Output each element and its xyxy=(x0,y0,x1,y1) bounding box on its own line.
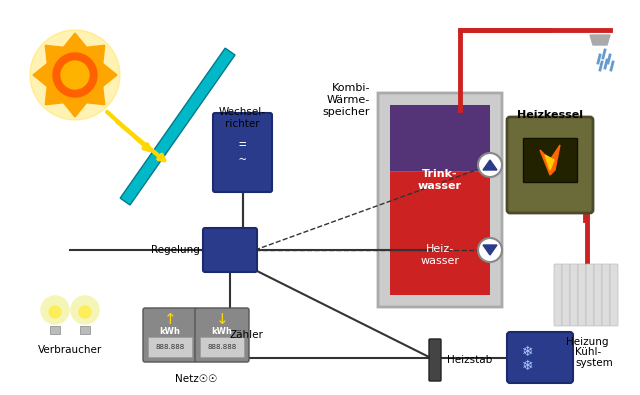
Circle shape xyxy=(41,296,69,324)
Text: Heiz-
wasser: Heiz- wasser xyxy=(420,244,460,266)
FancyBboxPatch shape xyxy=(195,308,249,362)
FancyBboxPatch shape xyxy=(562,264,570,326)
Circle shape xyxy=(45,45,105,105)
Text: Regelung: Regelung xyxy=(151,245,200,255)
Text: ❄: ❄ xyxy=(522,359,534,372)
Text: ↑: ↑ xyxy=(164,312,177,327)
Text: Netz☉☉: Netz☉☉ xyxy=(175,374,217,384)
Text: 888.888: 888.888 xyxy=(207,344,237,350)
Text: Heizstab: Heizstab xyxy=(447,355,492,365)
Text: kWh: kWh xyxy=(212,327,232,337)
Polygon shape xyxy=(483,245,497,255)
Polygon shape xyxy=(483,160,497,170)
Text: Wechsel-
richter: Wechsel- richter xyxy=(219,107,266,129)
Text: Kombi-
Wärme-
speicher: Kombi- Wärme- speicher xyxy=(323,83,370,117)
Circle shape xyxy=(53,53,97,97)
FancyBboxPatch shape xyxy=(50,326,60,334)
FancyBboxPatch shape xyxy=(602,264,610,326)
Polygon shape xyxy=(590,35,610,45)
FancyBboxPatch shape xyxy=(507,117,593,213)
Text: Verbraucher: Verbraucher xyxy=(38,345,102,355)
Circle shape xyxy=(71,296,99,324)
Circle shape xyxy=(49,306,61,318)
FancyBboxPatch shape xyxy=(507,332,573,383)
Circle shape xyxy=(478,238,502,262)
Circle shape xyxy=(478,153,502,177)
Text: =
~: = ~ xyxy=(239,139,246,167)
Text: Zähler: Zähler xyxy=(230,330,264,340)
Text: 888.888: 888.888 xyxy=(156,344,184,350)
FancyBboxPatch shape xyxy=(594,264,602,326)
Text: kWh: kWh xyxy=(159,327,180,337)
FancyBboxPatch shape xyxy=(80,326,90,334)
FancyBboxPatch shape xyxy=(213,113,272,192)
FancyBboxPatch shape xyxy=(390,105,490,171)
Circle shape xyxy=(30,30,120,120)
FancyBboxPatch shape xyxy=(554,264,562,326)
FancyBboxPatch shape xyxy=(429,339,441,381)
FancyBboxPatch shape xyxy=(200,337,244,357)
Polygon shape xyxy=(545,155,554,170)
FancyBboxPatch shape xyxy=(523,138,577,182)
Circle shape xyxy=(79,306,91,318)
FancyBboxPatch shape xyxy=(570,264,578,326)
Circle shape xyxy=(71,296,99,324)
FancyBboxPatch shape xyxy=(120,48,235,205)
Text: Kühl-
system: Kühl- system xyxy=(575,347,612,368)
Polygon shape xyxy=(540,145,560,175)
Circle shape xyxy=(61,61,89,89)
Text: ↓: ↓ xyxy=(216,312,228,327)
FancyBboxPatch shape xyxy=(203,228,257,272)
Text: Heizung: Heizung xyxy=(566,337,609,347)
FancyBboxPatch shape xyxy=(148,337,192,357)
Circle shape xyxy=(41,296,69,324)
Text: ❄: ❄ xyxy=(522,346,534,359)
FancyBboxPatch shape xyxy=(586,264,594,326)
Text: Heizkessel: Heizkessel xyxy=(517,110,583,120)
FancyBboxPatch shape xyxy=(578,264,586,326)
Text: Trink-
wasser: Trink- wasser xyxy=(418,169,462,191)
FancyBboxPatch shape xyxy=(390,171,490,295)
FancyBboxPatch shape xyxy=(378,93,502,307)
Polygon shape xyxy=(33,33,117,117)
FancyBboxPatch shape xyxy=(143,308,197,362)
FancyBboxPatch shape xyxy=(610,264,618,326)
